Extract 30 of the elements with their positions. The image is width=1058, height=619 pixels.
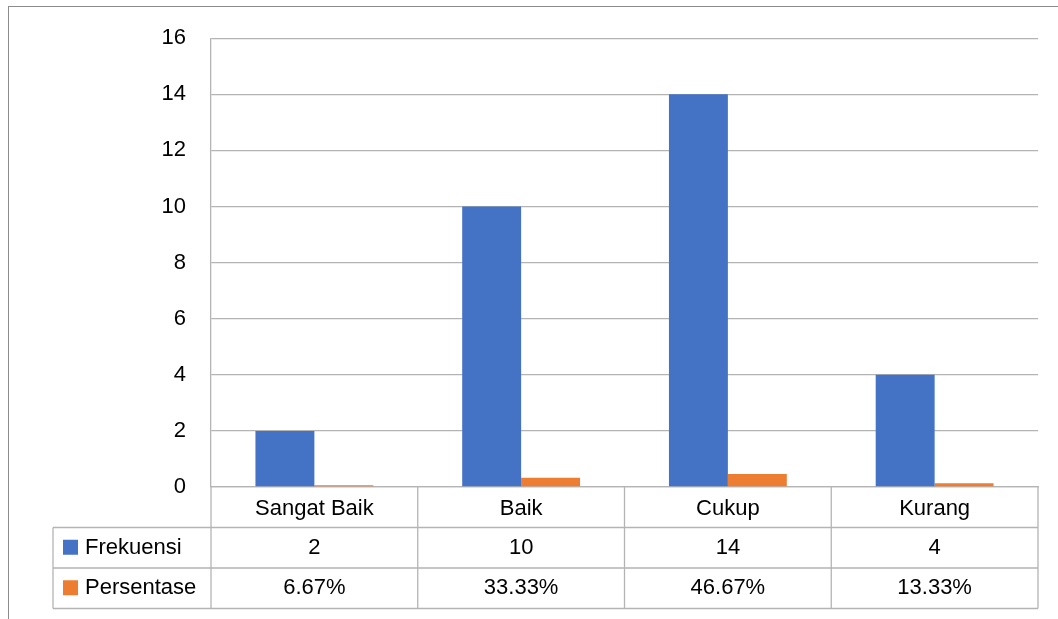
- y-tick-label: 16: [161, 24, 186, 50]
- y-tick-label: 4: [173, 360, 186, 386]
- bar: [521, 477, 581, 487]
- x-tick-label: Baik: [499, 495, 544, 521]
- legend-label: Frekuensi: [85, 533, 182, 559]
- y-tick-label: 14: [161, 80, 186, 106]
- y-tick-label: 8: [173, 248, 186, 274]
- data-label: 10: [508, 533, 534, 559]
- bar: [875, 374, 935, 487]
- y-tick-label: 2: [173, 416, 186, 442]
- data-label: 4: [928, 533, 941, 559]
- bar: [255, 430, 315, 487]
- data-label: 6.67%: [283, 574, 346, 600]
- x-tick-label: Cukup: [696, 495, 760, 521]
- data-label: 13.33%: [897, 574, 972, 600]
- data-label: 46.67%: [690, 574, 766, 600]
- y-tick-label: 10: [161, 192, 186, 218]
- x-tick-label: Sangat Baik: [255, 495, 375, 521]
- data-label: 14: [715, 533, 741, 559]
- y-tick-label: 12: [161, 136, 186, 162]
- bar: [727, 473, 787, 487]
- x-tick-label: Kurang: [899, 495, 971, 521]
- bar: [668, 94, 728, 487]
- y-tick-label: 6: [173, 304, 186, 330]
- data-label: 33.33%: [483, 574, 559, 600]
- data-label: 2: [308, 533, 321, 559]
- y-tick-label: 0: [173, 473, 186, 499]
- bar: [934, 483, 994, 487]
- legend-label: Persentase: [85, 574, 197, 600]
- bar: [462, 206, 522, 487]
